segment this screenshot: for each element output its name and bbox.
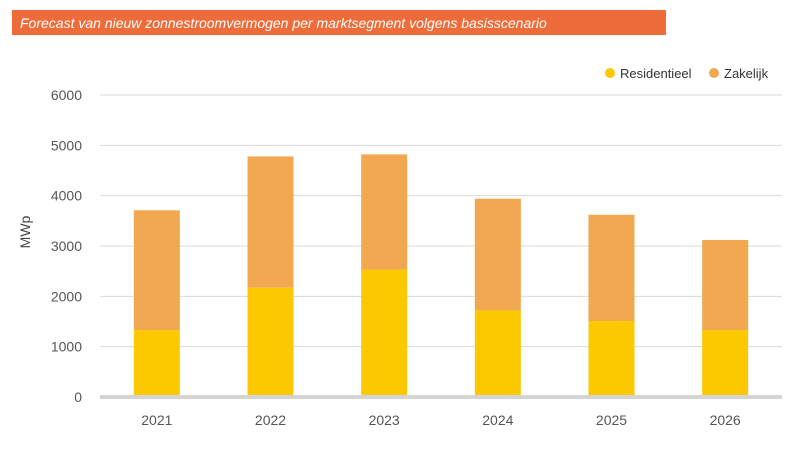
- bar-zakelijk-2021: [133, 210, 180, 331]
- y-tick-label: 4000: [51, 188, 82, 204]
- bars: [133, 154, 749, 397]
- y-tick-label: 2000: [51, 288, 82, 304]
- x-axis-ticks: 2021 2022 2023 2024 2025 2026: [100, 395, 782, 428]
- gridlines: [100, 94, 782, 348]
- x-tick-label: 2026: [710, 412, 741, 428]
- y-tick-label: 0: [74, 389, 82, 405]
- y-tick-label: 3000: [51, 238, 82, 254]
- chart-title-bar: Forecast van nieuw zonnestroomvermogen p…: [12, 10, 666, 35]
- bar-zakelijk-2023: [361, 154, 408, 270]
- legend-marker-zakelijk: [709, 68, 719, 78]
- y-tick-label: 1000: [51, 339, 82, 355]
- legend-label-residentieel: Residentieel: [620, 66, 692, 81]
- y-tick-label: 6000: [51, 87, 82, 103]
- x-tick-label: 2022: [255, 412, 286, 428]
- y-axis-ticks: 0 1000 2000 3000 4000 5000 6000: [51, 87, 82, 405]
- bar-zakelijk-2025: [588, 214, 635, 321]
- bar-residentieel-2023: [361, 269, 408, 397]
- bar-residentieel-2024: [474, 310, 521, 397]
- y-axis-label: MWp: [17, 215, 33, 248]
- bar-residentieel-2021: [133, 330, 180, 397]
- bar-residentieel-2025: [588, 320, 635, 397]
- chart-title: Forecast van nieuw zonnestroomvermogen p…: [20, 14, 547, 31]
- x-tick-label: 2021: [141, 412, 172, 428]
- x-tick-label: 2025: [596, 412, 627, 428]
- bar-residentieel-2026: [702, 330, 749, 397]
- legend: Residentieel Zakelijk: [605, 66, 769, 81]
- legend-marker-residentieel: [605, 68, 615, 78]
- x-tick-label: 2023: [369, 412, 400, 428]
- y-tick-label: 5000: [51, 137, 82, 153]
- bar-zakelijk-2024: [474, 198, 521, 311]
- bar-residentieel-2022: [247, 287, 294, 397]
- x-tick-label: 2024: [482, 412, 513, 428]
- bar-zakelijk-2022: [247, 156, 294, 288]
- bar-zakelijk-2026: [702, 239, 749, 331]
- legend-label-zakelijk: Zakelijk: [724, 66, 769, 81]
